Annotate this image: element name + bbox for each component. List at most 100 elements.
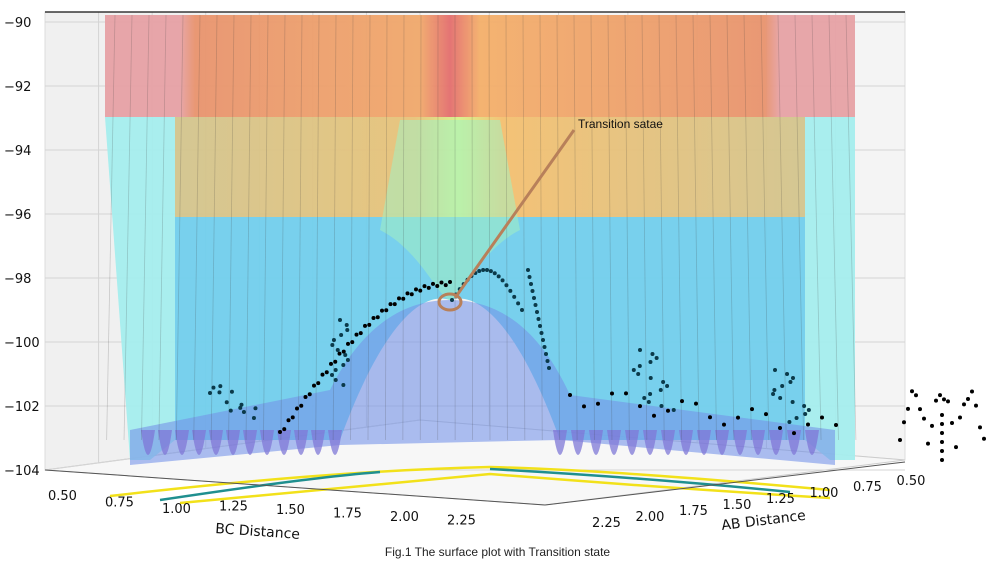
trajectory-point: [650, 352, 655, 356]
trajectory-point: [834, 423, 838, 428]
trajectory-point: [910, 389, 914, 394]
trajectory-point: [295, 406, 299, 411]
mesh-line: [123, 14, 133, 441]
surface-spike: [625, 430, 639, 455]
trajectory-point: [547, 366, 551, 370]
trajectory-point: [544, 352, 548, 356]
trajectory-point: [422, 284, 427, 289]
mesh-line: [367, 14, 371, 441]
trajectory-point: [251, 416, 256, 421]
surface-spike: [294, 430, 308, 455]
trajectory-point: [778, 396, 783, 400]
trajectory-point: [448, 280, 452, 284]
mesh-line: [658, 14, 665, 441]
mesh-line: [471, 14, 473, 441]
mesh-line: [556, 14, 561, 441]
trajectory-point: [532, 296, 536, 300]
trajectory-point: [345, 358, 350, 362]
trajectory-point: [439, 280, 444, 285]
trajectory-point: [338, 318, 342, 322]
x-tick-label: 2.25: [447, 514, 476, 529]
surface-spike: [715, 430, 729, 455]
trajectory-point: [333, 368, 338, 372]
trajectory-point: [435, 284, 440, 289]
trajectory-point: [363, 323, 367, 328]
surface: [105, 14, 857, 465]
trajectory-point: [708, 415, 712, 420]
surface-spike: [661, 430, 675, 455]
trajectory-point: [299, 403, 304, 408]
trajectory-point: [375, 315, 380, 320]
trajectory-point: [790, 376, 795, 380]
trajectory-point: [680, 399, 684, 404]
mesh-line: [709, 14, 717, 441]
trajectory-point: [946, 399, 950, 404]
trajectory-point: [516, 301, 521, 306]
z-tick-label: −100: [4, 336, 40, 351]
trajectory-point: [371, 315, 376, 320]
trajectory-point: [974, 403, 978, 408]
trajectory-point: [290, 415, 295, 420]
trajectory-point: [764, 412, 768, 417]
trajectory-point: [661, 380, 666, 384]
trajectory-point: [610, 391, 614, 396]
trajectory-point: [330, 343, 335, 347]
mesh-line: [811, 14, 822, 441]
trajectory-point: [527, 275, 532, 279]
trajectory-point: [962, 402, 966, 407]
trajectory-point: [241, 410, 246, 415]
trajectory-point: [787, 420, 792, 424]
trajectory-point: [954, 445, 958, 450]
z-tick-label: −104: [4, 464, 40, 479]
x-tick-label: 1.25: [219, 500, 248, 515]
trajectory-point: [485, 268, 489, 272]
mesh-line: [297, 14, 303, 441]
mesh-line: [828, 14, 839, 441]
trajectory-point: [384, 308, 389, 313]
mesh-line: [573, 14, 578, 441]
x-tick-label: 1.50: [276, 503, 305, 518]
trajectory-point: [922, 416, 926, 421]
trajectory-point: [542, 345, 547, 349]
trajectory-point: [940, 449, 944, 453]
trajectory-point: [906, 406, 910, 411]
trajectory-point: [316, 381, 321, 386]
surface-spike: [733, 430, 747, 455]
trajectory-point: [792, 431, 796, 436]
y-axis-ticks: 2.25 2.00 1.75 1.50 1.25 1.00 0.75 0.50: [592, 474, 925, 531]
trajectory-point: [790, 400, 795, 404]
trajectory-point: [344, 323, 349, 327]
trajectory-point: [405, 291, 410, 296]
surface-spike: [226, 430, 240, 455]
trajectory-point: [794, 416, 799, 420]
z-axis-ticks: −90 −92 −94 −96 −98 −100 −102 −104: [4, 16, 40, 479]
trajectory-point: [771, 392, 776, 396]
trajectory-point: [736, 415, 740, 420]
trajectory-point: [788, 380, 793, 384]
trajectory-point: [582, 404, 586, 409]
trajectory-point: [488, 269, 493, 274]
trajectory-point: [942, 397, 946, 402]
surface-spike: [277, 430, 291, 455]
z-tick-label: −92: [4, 80, 31, 95]
trajectory-point: [282, 427, 287, 432]
trajectory-point: [303, 394, 308, 399]
trajectory-point: [966, 397, 970, 402]
trajectory-point: [541, 338, 545, 342]
y-tick-label: 2.25: [592, 516, 621, 531]
trajectory-point: [659, 404, 664, 408]
x-axis-line: [44, 469, 546, 506]
trajectory-point: [333, 359, 338, 364]
trajectory-point: [211, 385, 216, 390]
mesh-line: [607, 14, 613, 441]
trajectory-point: [337, 351, 342, 356]
trajectory-point: [978, 425, 982, 430]
trajectory-point: [504, 283, 509, 288]
trajectory-point: [481, 267, 486, 272]
z-tick-label: −90: [4, 16, 31, 31]
trajectory-point: [529, 282, 533, 286]
surface-spike: [589, 430, 603, 455]
trajectory-point: [902, 420, 906, 425]
trajectory-point: [958, 415, 962, 420]
trajectory-point: [320, 372, 325, 377]
